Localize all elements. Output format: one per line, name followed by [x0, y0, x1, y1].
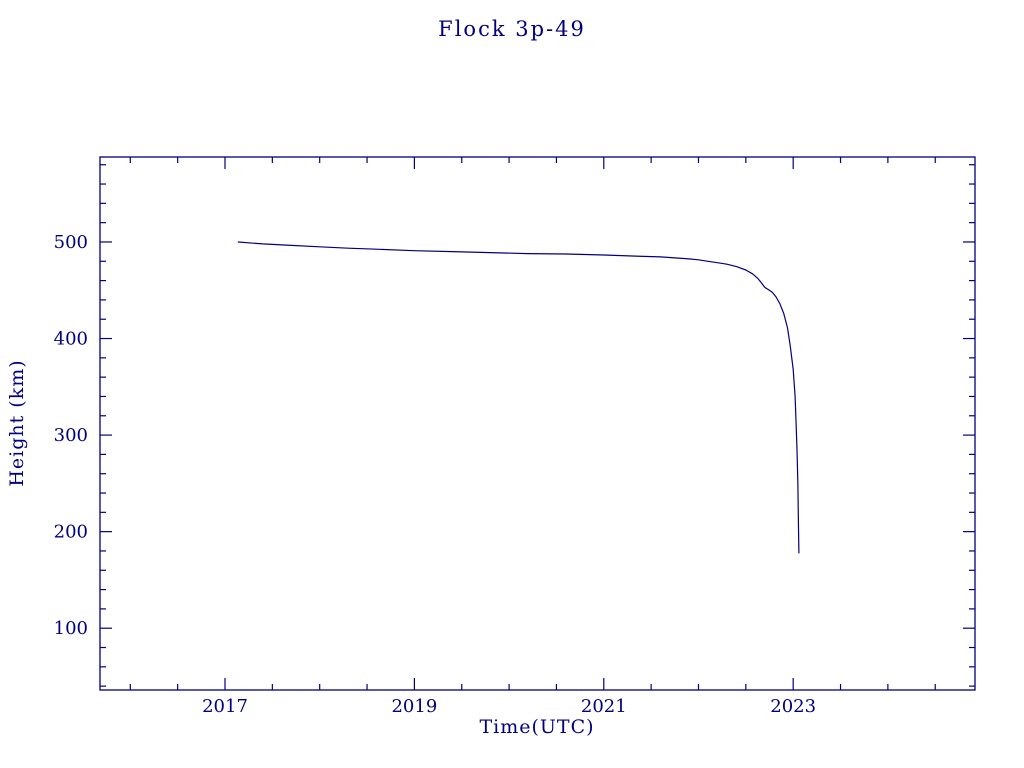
y-axis-tick-label: 500 [54, 232, 88, 253]
height-decay-line [237, 241, 800, 554]
chart-title: Flock 3p-49 [438, 17, 586, 41]
y-axis-tick-label: 200 [54, 522, 88, 543]
plot-frame [99, 156, 976, 691]
x-axis-tick-label: 2019 [391, 696, 437, 717]
y-axis-tick-label: 400 [54, 329, 88, 350]
x-axis-label: Time(UTC) [479, 716, 595, 738]
y-axis-tick-label: 300 [54, 425, 88, 446]
y-axis-tick-label: 100 [54, 618, 88, 639]
x-axis-tick-label: 2021 [581, 696, 627, 717]
x-axis-tick-label: 2023 [770, 696, 816, 717]
x-axis-tick-label: 2017 [202, 696, 248, 717]
